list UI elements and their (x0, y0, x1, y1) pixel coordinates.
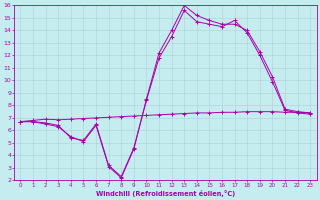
X-axis label: Windchill (Refroidissement éolien,°C): Windchill (Refroidissement éolien,°C) (96, 190, 235, 197)
